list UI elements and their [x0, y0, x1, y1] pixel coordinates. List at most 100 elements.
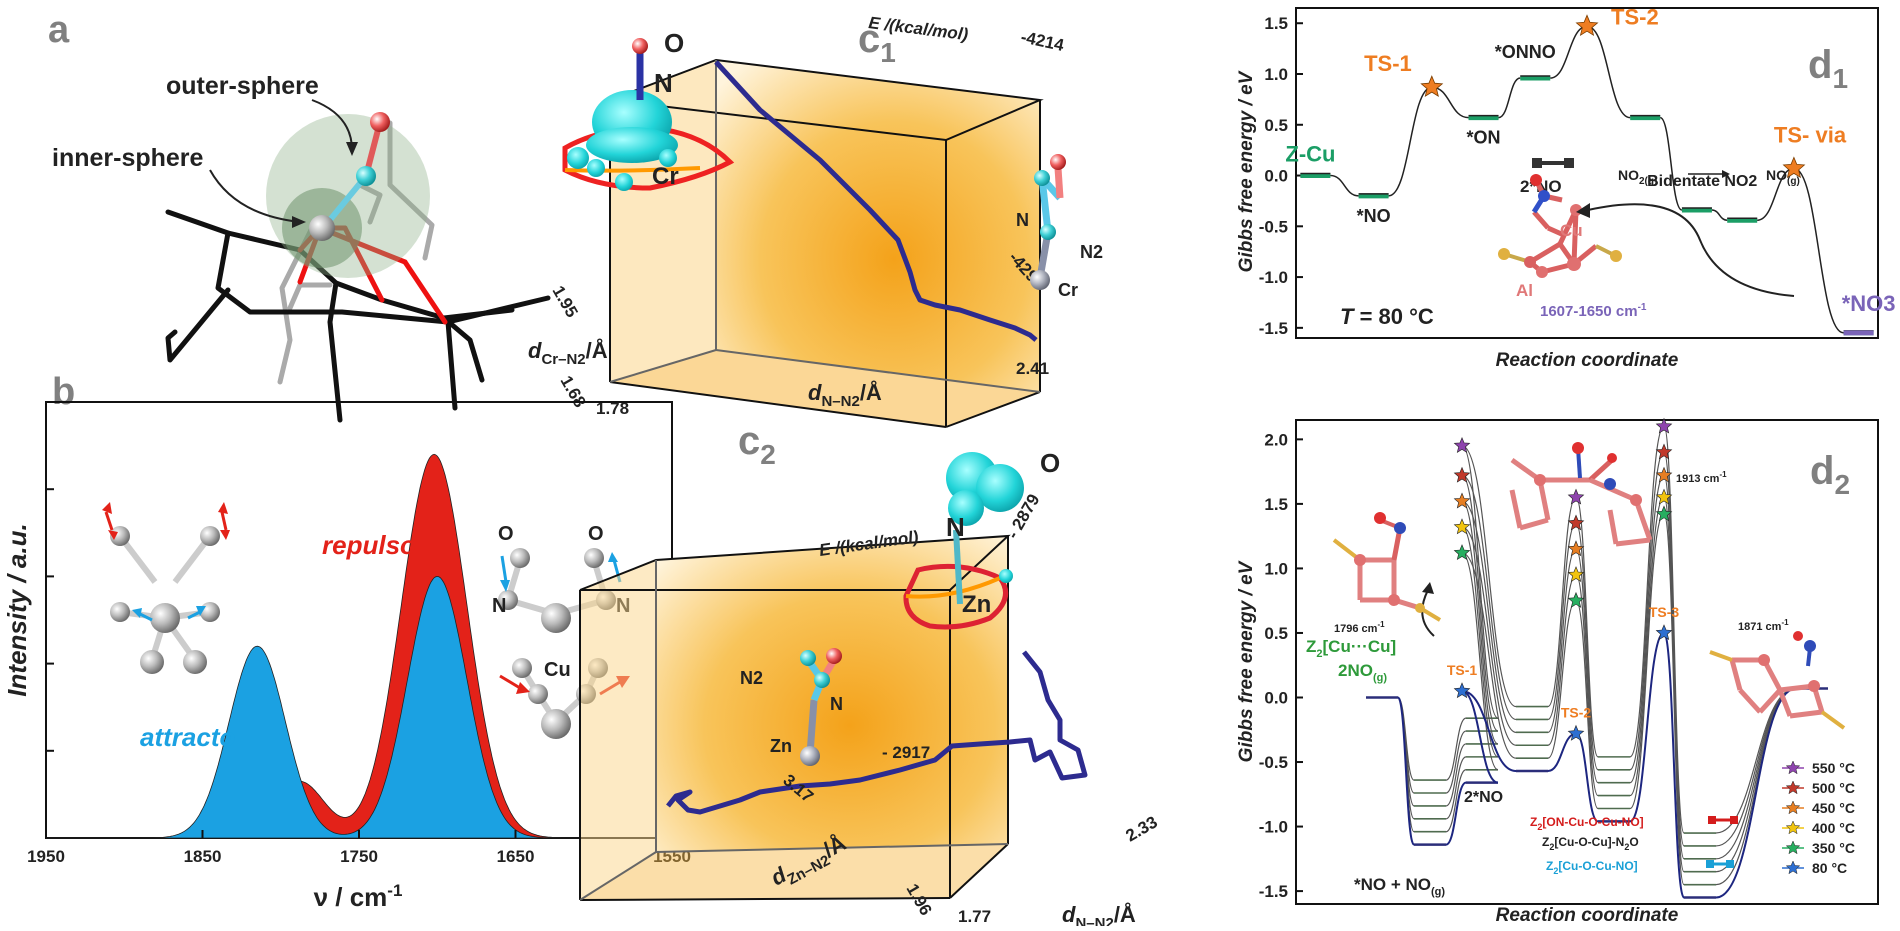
outer-sphere-label: outer-sphere — [166, 72, 319, 100]
d2-ts-star — [1453, 682, 1471, 699]
d1-cu-al-structure: Cu Al — [1498, 174, 1622, 300]
c1-dcr-min: 1.68 — [557, 373, 590, 411]
d2-y-tick-label: 1.0 — [1264, 559, 1288, 578]
c2-e-mid: - 2917 — [882, 743, 930, 762]
d2-z3-icon — [1706, 860, 1734, 868]
d2-ts-star — [1655, 624, 1673, 641]
d2-y-tick-label: 2.0 — [1264, 430, 1288, 449]
d2-ts-label: TS-1 — [1447, 662, 1478, 678]
c1-o-label: O — [664, 28, 684, 58]
c2-dnn-min: 1.77 — [958, 907, 991, 926]
d2-ts-star — [1567, 488, 1585, 505]
d1-y-tick-label: -1.0 — [1259, 268, 1288, 287]
d1-state-label: *ON — [1467, 128, 1501, 148]
d1-curved-arrow — [1587, 203, 1795, 297]
d2-ts-star — [1655, 443, 1673, 460]
panel-c2: c2 E /(kcal/mol) - 2879 - 2917 3.17 1.96… — [579, 419, 1161, 931]
d2-ts-star — [1655, 417, 1673, 434]
d2-ts-star — [1567, 591, 1585, 608]
c2-o-label: O — [1040, 448, 1060, 478]
c1-dnn-max: 2.41 — [1016, 359, 1049, 378]
panel-c1: c1 E /(kcal/mol) -4214 -4290 1.95 1.68 d… — [528, 13, 1103, 428]
d2-legend: 550 °C 500 °C 450 °C 400 °C 350 °C 80 °C — [1782, 760, 1855, 876]
d2-ts-star — [1567, 514, 1585, 531]
b-x-tick-label: 1750 — [340, 847, 378, 866]
d2-z1-icon — [1708, 816, 1738, 824]
d2-zcu-label: Z2[Cu···Cu] — [1306, 637, 1396, 660]
c2-trajectory — [666, 650, 1088, 815]
b-x-ticks: 1950 1850 1750 1650 1550 — [27, 488, 691, 866]
d1-ts-star — [1782, 156, 1806, 179]
d2-legend-marker — [1785, 760, 1801, 775]
d2-y-tick-label: -0.5 — [1259, 753, 1288, 772]
d2-profile-80 °C — [1397, 631, 1797, 899]
d2-noplus-label: *NO + NO(g) — [1354, 875, 1445, 898]
d2-2nog-label: 2NO(g) — [1338, 661, 1387, 684]
b-area-attracto — [46, 575, 672, 839]
b-cu-label: Cu — [544, 659, 571, 681]
c2-nl-label: N — [830, 694, 843, 714]
c2-zn-no-molecule: O N Zn — [903, 448, 1060, 630]
c2-dnn-label: dN–N2/Å — [1062, 901, 1136, 926]
inner-sphere-label: inner-sphere — [52, 144, 204, 172]
copper-atom — [309, 215, 335, 241]
panel-a: a outer-sphere inner-sphere — [48, 9, 551, 423]
panel-a-letter: a — [48, 9, 70, 51]
d2-legend-label: 500 °C — [1812, 780, 1855, 796]
c2-znl-label: Zn — [770, 736, 792, 756]
d2-y-tick-label: -1.5 — [1259, 882, 1288, 901]
d1-state-label: Z-Cu — [1285, 142, 1335, 167]
d2-legend-marker — [1785, 860, 1801, 875]
d1-state-label: TS- via — [1774, 122, 1847, 147]
inner-arrow — [209, 169, 301, 223]
c2-zn-label: Zn — [962, 591, 991, 618]
b-series-attracto: attracto — [140, 722, 235, 752]
d1-ir-label: 1607-1650 cm-1 — [1540, 302, 1647, 320]
d1-state-label: *ONNO — [1495, 42, 1556, 62]
n-atom — [356, 166, 376, 186]
b-x-tick-label: 1850 — [184, 847, 222, 866]
d2-y-tick-label: 0.0 — [1264, 688, 1288, 707]
d1-energy-profile: Z-Cu *NO TS-1 *ON *ONNO TS-2 Bidentate NO2 TS- … — [1285, 4, 1895, 336]
d1-y-tick-label: 0.5 — [1264, 116, 1288, 135]
d1-2no-icon — [1532, 158, 1574, 168]
d2-y-tick-label: 1.5 — [1264, 495, 1288, 514]
c1-cube-back — [716, 60, 1040, 392]
d1-connector — [1330, 25, 1844, 334]
d2-profile-500 °C — [1397, 451, 1797, 847]
d1-state-label: *NO — [1357, 206, 1391, 226]
d1-al-label: Al — [1516, 281, 1533, 300]
c1-n2r-label: N2 — [1080, 242, 1103, 262]
d2-legend-label: 550 °C — [1812, 760, 1855, 776]
d1-y-ticks: -1.5 -1.0 -0.5 0.0 0.5 1.0 1.5 — [1259, 14, 1303, 338]
panel-b: b 1950 1850 1750 1650 1550 Intensity / a.u. … — [2, 371, 691, 912]
d1-y-tick-label: 1.5 — [1264, 14, 1288, 33]
c1-trajectory — [714, 60, 1038, 342]
c1-dcr-max: 1.95 — [549, 283, 582, 321]
panel-d2: d2 -1.5 -1.0 -0.5 0.0 0.5 1.0 1.5 2.0 TS-1 TS-2 T… — [1236, 417, 1879, 926]
d2-ts-label: TS-2 — [1561, 705, 1592, 721]
b-spectra — [46, 453, 672, 839]
b-x-tick-label: 1950 — [27, 847, 65, 866]
c1-n-label: N — [654, 68, 673, 98]
d2-ts-star — [1453, 437, 1471, 453]
b-x-tick-label: 1650 — [497, 847, 535, 866]
c2-dnn-max: 2.33 — [1123, 812, 1161, 845]
d2-profile-550 °C — [1397, 425, 1797, 834]
c2-zn-n2-molecule: N2 N Zn — [740, 648, 843, 766]
b-series-repulso: repulso — [322, 530, 416, 560]
b-o1-label: O — [498, 523, 514, 545]
d1-y-tick-label: 1.0 — [1264, 65, 1288, 84]
b-plot-frame — [45, 401, 673, 839]
d2-ts-star — [1655, 505, 1673, 522]
d1-state-label: Bidentate NO2 — [1647, 173, 1757, 190]
d2-legend-label: 80 °C — [1812, 860, 1847, 876]
d1-no-label: NO(g) — [1766, 167, 1800, 187]
d2-ts-star — [1453, 518, 1471, 535]
d2-y-axis-label: Gibbs free energy / eV — [1236, 560, 1257, 762]
d2-ts-label: TS-3 — [1649, 604, 1680, 620]
d1-ts-star — [1420, 75, 1444, 97]
d1-no2-label: NO2(g) — [1618, 167, 1657, 187]
d2-ts-star — [1453, 492, 1471, 509]
d1-y-axis-label: Gibbs free energy / eV — [1236, 70, 1257, 272]
